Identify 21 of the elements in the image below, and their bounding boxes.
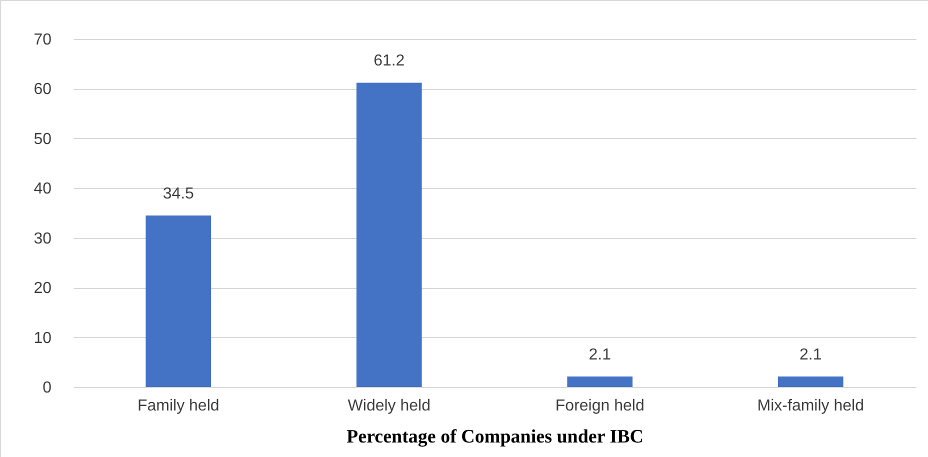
x-axis-title: Percentage of Companies under IBC bbox=[346, 426, 644, 448]
y-tick-label: 0 bbox=[42, 380, 52, 396]
x-tick-label: Family held bbox=[137, 398, 220, 414]
data-label: 34.5 bbox=[162, 185, 194, 202]
y-tick-label: 60 bbox=[34, 81, 52, 98]
data-label: 61.2 bbox=[374, 52, 405, 70]
y-tick-label: 10 bbox=[34, 330, 52, 347]
y-tick-label: 70 bbox=[34, 32, 52, 48]
bar bbox=[567, 376, 633, 387]
y-tick-label: 50 bbox=[34, 130, 52, 148]
x-tick-label: Foreign held bbox=[555, 398, 644, 414]
data-label: 2.1 bbox=[588, 346, 612, 364]
y-tick-label: 20 bbox=[34, 280, 52, 298]
bar bbox=[778, 376, 844, 387]
x-tick-label: Mix-family held bbox=[757, 398, 864, 414]
y-tick-label: 40 bbox=[34, 180, 52, 198]
y-tick-label: 30 bbox=[34, 230, 52, 248]
bar bbox=[146, 215, 212, 387]
x-tick-label: Widely held bbox=[348, 398, 430, 414]
bar bbox=[356, 82, 422, 387]
data-label: 2.1 bbox=[800, 346, 822, 364]
